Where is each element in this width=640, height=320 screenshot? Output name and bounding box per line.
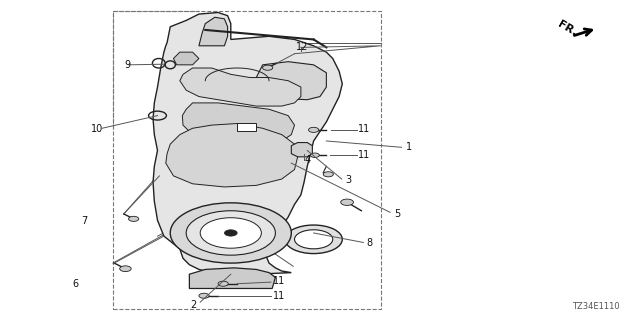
Text: 11: 11 — [358, 150, 371, 160]
Text: 11: 11 — [273, 292, 285, 301]
Text: 5: 5 — [394, 209, 401, 219]
Circle shape — [308, 127, 319, 132]
Text: 11: 11 — [358, 124, 371, 134]
Circle shape — [170, 203, 291, 263]
Text: 8: 8 — [366, 238, 372, 248]
Polygon shape — [153, 12, 342, 274]
Text: TZ34E1110: TZ34E1110 — [572, 302, 620, 311]
Circle shape — [200, 218, 261, 248]
Text: 10: 10 — [91, 124, 103, 134]
Text: FR.: FR. — [556, 19, 579, 38]
Text: 1: 1 — [406, 142, 412, 152]
Text: 3: 3 — [346, 175, 351, 185]
Polygon shape — [199, 17, 228, 46]
Text: 12: 12 — [296, 42, 308, 52]
Text: 9: 9 — [124, 60, 131, 70]
Polygon shape — [256, 62, 326, 100]
Circle shape — [294, 230, 333, 249]
Circle shape — [218, 281, 228, 286]
Text: 7: 7 — [81, 216, 87, 226]
Circle shape — [225, 230, 237, 236]
Polygon shape — [173, 52, 199, 65]
Text: 4: 4 — [305, 155, 311, 165]
Circle shape — [129, 216, 139, 221]
Polygon shape — [291, 142, 312, 157]
Circle shape — [340, 199, 353, 205]
Text: 11: 11 — [273, 276, 285, 286]
Polygon shape — [180, 68, 301, 106]
Circle shape — [120, 266, 131, 272]
Circle shape — [186, 211, 275, 255]
Text: 2: 2 — [190, 300, 196, 310]
Circle shape — [323, 172, 333, 177]
Text: 6: 6 — [73, 279, 79, 289]
Circle shape — [285, 225, 342, 253]
Circle shape — [199, 293, 209, 298]
Polygon shape — [166, 124, 298, 187]
Bar — [237, 123, 256, 132]
Polygon shape — [182, 103, 294, 144]
Circle shape — [310, 153, 319, 157]
Polygon shape — [189, 268, 275, 288]
Circle shape — [262, 65, 273, 70]
